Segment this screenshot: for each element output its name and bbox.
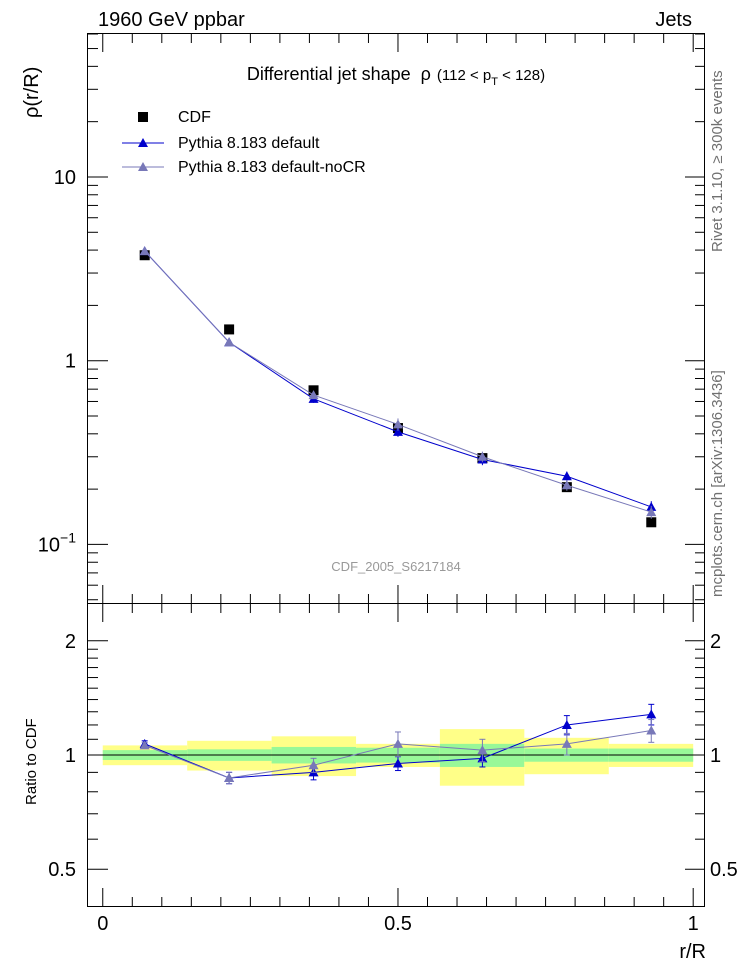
title-range-end: < 128) [498, 67, 545, 84]
analysis-label: CDF_2005_S6217184 [331, 559, 460, 574]
ratio-point [561, 738, 572, 748]
legend-default-label: Pythia 8.183 default [178, 135, 320, 152]
data-point-mc [139, 246, 150, 256]
plot-title: Differential jet shape ρ (112 < pT < 128) [247, 64, 545, 88]
series-0 [139, 250, 657, 528]
data-point-mc [224, 337, 235, 347]
data-point-mc [477, 451, 488, 461]
series-line [144, 250, 652, 513]
data-point-mc [392, 419, 403, 429]
ratio-plot-frame [87, 603, 705, 907]
data-point-mc [392, 426, 403, 436]
ratio-point [646, 725, 657, 735]
ratio-point [392, 758, 403, 768]
data-point-mc [561, 480, 572, 490]
title-rho: ρ [421, 64, 431, 84]
data-point-cdf [139, 250, 150, 261]
series-1 [139, 246, 657, 514]
y-tick-label: 1 [65, 351, 76, 373]
ratio-y-tick-label: 2 [65, 631, 76, 653]
data-point-mc [308, 390, 319, 400]
ratio-point [561, 719, 572, 729]
mcplots-label: mcplots.cern.ch [arXiv:1306.3436] [709, 370, 726, 597]
ratio-point [139, 740, 150, 750]
x-tick-label: 1 [688, 913, 699, 935]
main-plot: Differential jet shape ρ (112 < pT < 128) … [38, 33, 705, 604]
ratio-plot: 2 2 1 1 0.5 0.5 0 0.5 1 [48, 603, 738, 935]
ratio-y-tick-label-right: 0.5 [710, 859, 738, 881]
ratio-point [477, 745, 488, 755]
ratio-y-tick-label: 1 [65, 745, 76, 767]
title-main: Differential jet shape [247, 64, 411, 84]
ratio-y-axis-label: Ratio to CDF [23, 718, 40, 805]
x-axis-label: r/R [679, 941, 706, 963]
data-point-mc [646, 507, 657, 517]
rivet-label: Rivet 3.1.10, ≥ 300k events [709, 70, 726, 252]
series-2 [139, 246, 657, 519]
ratio-point [224, 772, 235, 782]
legend-nocr-label: Pythia 8.183 default-noCR [178, 159, 366, 176]
title-sub: T [491, 76, 498, 88]
x-tick-label: 0.5 [384, 913, 412, 935]
ratio-point [308, 760, 319, 770]
legend-cdf-label: CDF [178, 109, 211, 126]
energy-label: 1960 GeV ppbar [98, 9, 245, 31]
data-point-cdf [646, 517, 657, 528]
legend-cdf-marker [138, 112, 148, 122]
ratio-y-tick-label-right: 1 [710, 745, 721, 767]
x-tick-label: 0 [97, 913, 108, 935]
y-axis-label: ρ(r/R) [21, 67, 43, 118]
legend-nocr-marker [138, 162, 148, 171]
legend-default-marker [138, 138, 148, 147]
ratio-series-1 [139, 719, 657, 785]
y-tick-label: 10−1 [38, 529, 76, 556]
ratio-y-tick-label-right: 2 [710, 631, 721, 653]
series-line [144, 250, 652, 508]
ratio-point [646, 709, 657, 719]
data-point-mc [561, 471, 572, 481]
title-range: (112 < p [437, 67, 491, 84]
ratio-point [392, 738, 403, 748]
data-point-cdf [224, 324, 235, 335]
legend: CDF Pythia 8.183 default Pythia 8.183 de… [122, 109, 366, 176]
y-tick-label: 10 [54, 167, 76, 189]
ratio-y-tick-label: 0.5 [48, 859, 76, 881]
jets-label: Jets [655, 9, 692, 31]
